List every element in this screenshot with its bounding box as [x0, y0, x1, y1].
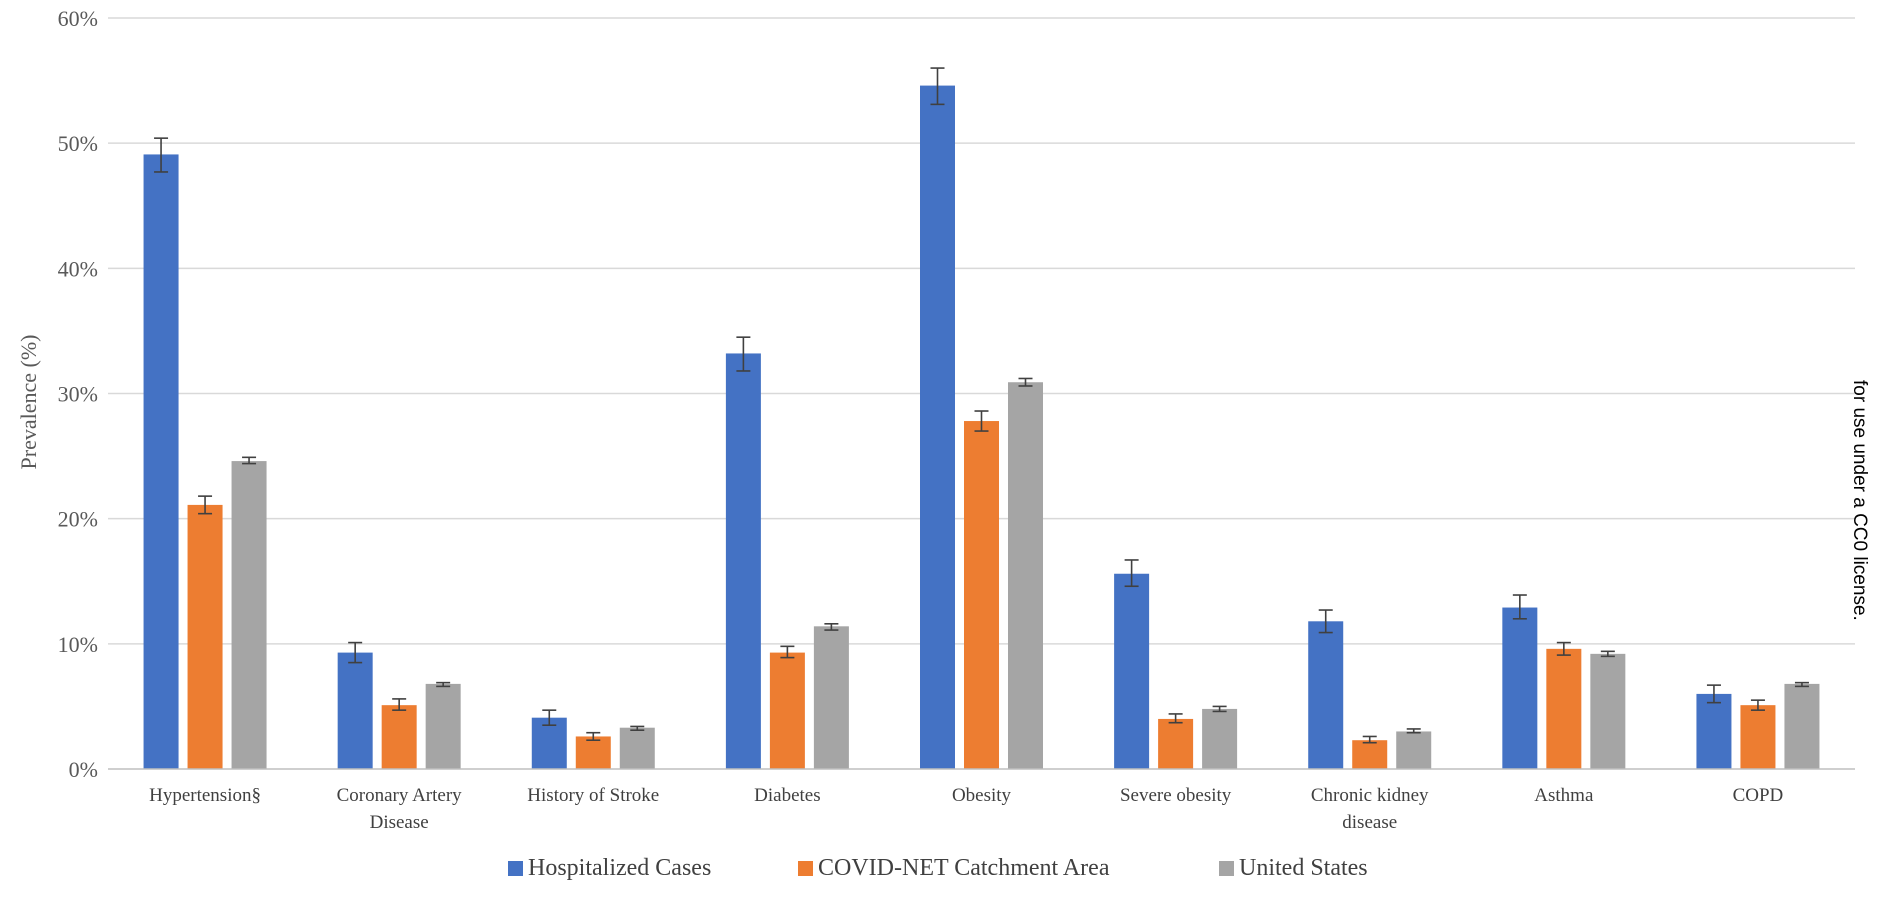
error-bar [1794, 681, 1809, 688]
x-category-label: Coronary Artery [337, 785, 463, 806]
error-bar [436, 681, 451, 688]
error-bar [242, 456, 257, 465]
error-bar [1168, 713, 1183, 724]
error-bar [542, 709, 557, 726]
bar [1202, 708, 1238, 769]
bar [531, 717, 567, 769]
x-category-label: Chronic kidney [1311, 785, 1429, 806]
bar [1590, 653, 1626, 769]
error-bar [974, 410, 989, 432]
x-category-label: Hypertension§ [149, 785, 261, 806]
error-bar [1018, 377, 1033, 387]
y-tick-label: 50% [58, 131, 98, 156]
error-bar [1362, 735, 1377, 744]
bar [381, 705, 417, 769]
legend-item: Hospitalized Cases [508, 855, 711, 881]
bar [813, 626, 849, 769]
legend-item: United States [1219, 855, 1368, 881]
bar [425, 683, 461, 769]
error-bar [1600, 650, 1615, 658]
x-category-label: Obesity [952, 785, 1012, 806]
bars [143, 85, 1820, 770]
y-tick-label: 10% [58, 632, 98, 657]
x-category-label: COPD [1733, 785, 1784, 806]
legend: Hospitalized Cases COVID-NET Catchment Ar… [508, 855, 1368, 881]
x-category-label: Severe obesity [1120, 785, 1232, 806]
bar [143, 154, 179, 770]
bar [1696, 693, 1732, 769]
y-tick-label: 20% [58, 507, 98, 532]
legend-label: Hospitalized Cases [528, 855, 711, 881]
y-tick-label: 30% [58, 382, 98, 407]
y-axis-tick-labels: 0% 10% 20% 30% 40% 50% 60% [58, 6, 98, 782]
error-bar [1706, 684, 1721, 704]
error-bar [586, 731, 601, 742]
bar [1114, 573, 1150, 769]
x-category-label: Disease [370, 812, 429, 833]
bar [1396, 731, 1432, 769]
x-category-label: disease [1342, 812, 1397, 833]
side-note: for use under a CC0 license. [1849, 380, 1870, 621]
bar [1502, 607, 1538, 769]
bar [231, 461, 267, 769]
legend-label: COVID-NET Catchment Area [818, 855, 1110, 881]
error-bar [1556, 641, 1571, 656]
error-bar [1212, 705, 1227, 713]
x-category-label: Asthma [1534, 785, 1594, 806]
bar [725, 353, 761, 769]
bar [187, 504, 223, 769]
error-bar [348, 641, 363, 664]
bar [337, 652, 373, 769]
error-bar [1124, 559, 1139, 588]
y-tick-label: 40% [58, 256, 98, 281]
bar [964, 421, 999, 769]
x-category-label: Diabetes [754, 785, 820, 806]
error-bars [154, 67, 1809, 744]
bar [1008, 382, 1043, 769]
error-bar [154, 137, 169, 173]
bar [1352, 740, 1388, 769]
error-bar [198, 495, 213, 515]
error-bar [930, 67, 945, 106]
error-bar [736, 336, 751, 372]
legend-label: United States [1239, 855, 1368, 881]
bar [1740, 705, 1776, 769]
bar [619, 727, 655, 769]
legend-item: COVID-NET Catchment Area [798, 855, 1110, 881]
bar [1308, 621, 1344, 769]
y-tick-label: 60% [58, 6, 98, 31]
error-bar [1318, 609, 1333, 634]
error-bar [1750, 699, 1765, 711]
x-axis-category-labels: Hypertension§ Coronary Artery Disease Histo… [149, 785, 1783, 833]
bar [769, 652, 805, 769]
bar [1784, 683, 1820, 769]
bar [920, 85, 955, 770]
error-bar [630, 725, 645, 731]
x-category-label: History of Stroke [527, 785, 659, 806]
bar [1546, 648, 1582, 769]
error-bar [780, 645, 795, 659]
side-note-line: for use under a CC0 license. [1849, 380, 1870, 621]
y-tick-label: 0% [69, 757, 98, 782]
legend-swatch [508, 861, 523, 876]
error-bar [824, 623, 839, 631]
error-bar [1406, 728, 1421, 734]
error-bar [392, 698, 407, 711]
error-bar [1512, 594, 1527, 620]
legend-swatch [798, 861, 813, 876]
bar [1158, 718, 1194, 769]
y-axis-title: Prevalence (%) [16, 335, 41, 470]
bar [575, 736, 611, 769]
legend-swatch [1219, 861, 1234, 876]
